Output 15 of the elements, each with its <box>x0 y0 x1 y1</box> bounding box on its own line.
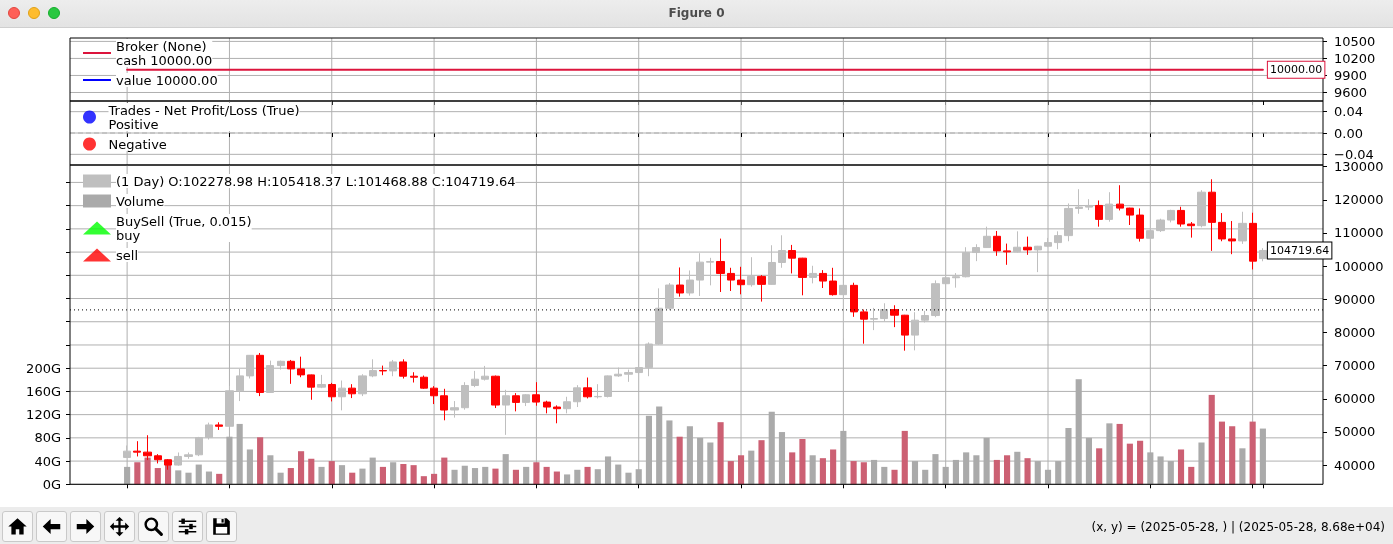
legend-label: Trades - Net Profit/Loss (True) Positive <box>107 102 300 132</box>
data-label: 10000.00 <box>1269 63 1323 77</box>
title-bar: Figure 0 <box>0 0 1393 28</box>
legend-label: Negative <box>108 136 167 152</box>
y-tick-label: 9600 <box>1334 84 1368 100</box>
legend-label: Broker (None) cash 10000.00 <box>115 38 213 68</box>
y2-tick-label: 130000 <box>1334 159 1384 175</box>
caption: Figure 0 <box>668 6 725 21</box>
y-tick-label: 9900 <box>1334 67 1368 83</box>
y-tick-label: 10200 <box>1334 50 1376 66</box>
y-tick-label: 10500 <box>1334 33 1376 49</box>
y-tick-label: 0.00 <box>1334 125 1363 141</box>
y-tick-label: 0.04 <box>1334 104 1363 120</box>
legend-label: value 10000.00 <box>115 72 218 88</box>
y-tick-label: −0.04 <box>1334 146 1374 162</box>
